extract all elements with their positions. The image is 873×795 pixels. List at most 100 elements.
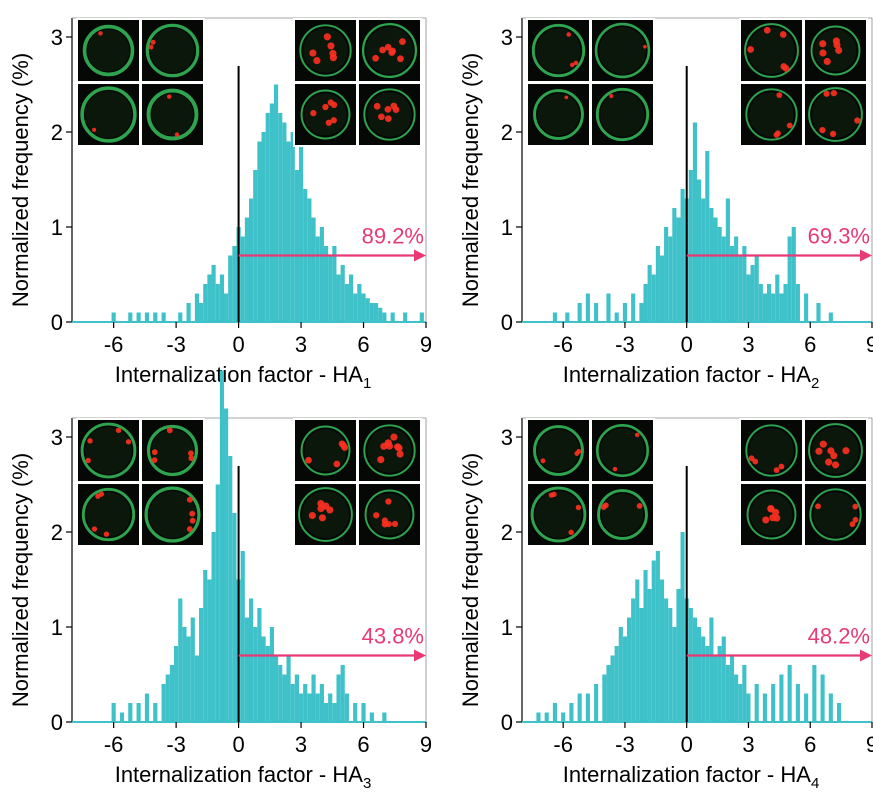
histogram-bar — [165, 674, 170, 722]
x-axis-label-subscript: 1 — [363, 375, 371, 392]
red-particle — [330, 117, 337, 124]
histogram-bar — [631, 293, 636, 322]
cell-interior — [304, 429, 347, 472]
red-particle — [568, 529, 574, 536]
histogram-bar — [311, 674, 316, 722]
percentage-label: 89.2% — [362, 224, 424, 249]
histogram-bar — [382, 712, 387, 722]
histogram-bar — [713, 217, 718, 322]
histogram-bar — [307, 198, 312, 322]
red-particle — [395, 444, 403, 452]
red-particle — [566, 32, 571, 37]
cell-interior — [86, 492, 131, 537]
histogram-bar — [228, 255, 233, 322]
red-particle — [87, 438, 93, 444]
red-particle — [103, 531, 110, 537]
inset-micrographs-left — [526, 418, 655, 547]
x-axis-label-main: Internalization factor - HA — [115, 762, 364, 787]
histogram-bar — [729, 246, 735, 322]
histogram-bar — [725, 665, 730, 722]
histogram-bar — [585, 293, 590, 322]
histogram-bar — [643, 570, 648, 722]
histogram-bar — [294, 674, 299, 722]
histogram-bar — [791, 227, 796, 322]
histogram-bar — [348, 274, 354, 322]
histogram-bar — [111, 703, 116, 722]
x-axis-label-main: Internalization factor - HA — [563, 362, 812, 387]
red-particle — [186, 496, 193, 503]
histogram-bar — [344, 693, 349, 722]
cell-interior — [601, 493, 644, 536]
histogram-bar — [278, 665, 283, 722]
red-particle — [773, 132, 780, 138]
red-particle — [573, 60, 579, 66]
histogram-bar — [754, 255, 759, 322]
histogram-bar — [754, 684, 759, 722]
histogram-bar — [178, 312, 183, 322]
inset-micrographs-left — [526, 18, 655, 147]
red-particle — [305, 456, 312, 464]
histogram-bar — [265, 646, 270, 722]
histogram-bar — [144, 312, 150, 322]
histogram-bar — [676, 217, 681, 322]
histogram-bar — [725, 198, 730, 322]
histogram-bar — [701, 636, 706, 722]
red-particle — [832, 37, 840, 45]
x-tick-label: -3 — [166, 332, 186, 357]
histogram-bar — [219, 370, 225, 722]
cell-interior — [85, 91, 132, 138]
histogram-bar — [128, 312, 133, 322]
cell-micrograph — [359, 484, 420, 545]
histogram-bar — [828, 312, 833, 322]
histogram-bar — [787, 236, 792, 322]
cell-membrane — [146, 424, 199, 477]
histogram-bar — [161, 684, 166, 722]
histogram-bar — [631, 598, 636, 722]
x-axis-label: Internalization factor - HA4 — [563, 762, 820, 792]
histogram-bar — [536, 712, 541, 722]
histogram-bar — [186, 636, 191, 722]
histogram-bar — [244, 217, 249, 322]
histogram-bar — [232, 246, 237, 322]
histogram-bar — [622, 636, 627, 722]
histogram-bar — [651, 274, 656, 322]
histogram-bar — [705, 151, 710, 322]
cell-interior — [813, 492, 858, 537]
x-tick-label: 6 — [357, 732, 369, 757]
histogram-bar — [323, 703, 329, 722]
histogram-bar — [742, 665, 747, 722]
cell-micrograph — [359, 84, 420, 145]
x-tick-label: 9 — [420, 732, 432, 757]
cell-membrane — [300, 89, 351, 140]
histogram-bar — [544, 712, 549, 722]
cell-micrograph — [142, 420, 203, 481]
histogram-bar — [323, 246, 329, 322]
red-particle — [815, 503, 821, 510]
cell-membrane — [744, 23, 799, 78]
percentage-label: 43.8% — [362, 624, 424, 649]
red-particle — [174, 132, 180, 137]
histogram-bar — [249, 598, 254, 722]
red-particle — [576, 448, 582, 454]
cell-micrograph — [78, 420, 139, 481]
histogram-bar — [307, 693, 312, 722]
cell-interior — [368, 493, 411, 536]
histogram-bar — [261, 132, 266, 322]
percentage-label: 69.3% — [808, 224, 870, 249]
x-tick-label: 3 — [742, 332, 754, 357]
histogram-bar — [771, 684, 776, 722]
cell-membrane — [809, 488, 862, 541]
histogram-bar — [390, 312, 395, 322]
cell-membrane — [745, 88, 798, 141]
red-particle — [318, 514, 327, 522]
cell-micrograph — [295, 84, 356, 145]
histogram-bar — [561, 712, 566, 722]
histogram-bar — [672, 208, 677, 322]
histogram-bar — [203, 284, 208, 322]
histogram-bar — [269, 103, 274, 322]
cell-membrane — [808, 87, 863, 142]
cell-micrograph — [592, 420, 653, 481]
histogram-bar — [602, 674, 607, 722]
histogram-bar — [311, 217, 316, 322]
histogram-bar — [174, 646, 179, 722]
